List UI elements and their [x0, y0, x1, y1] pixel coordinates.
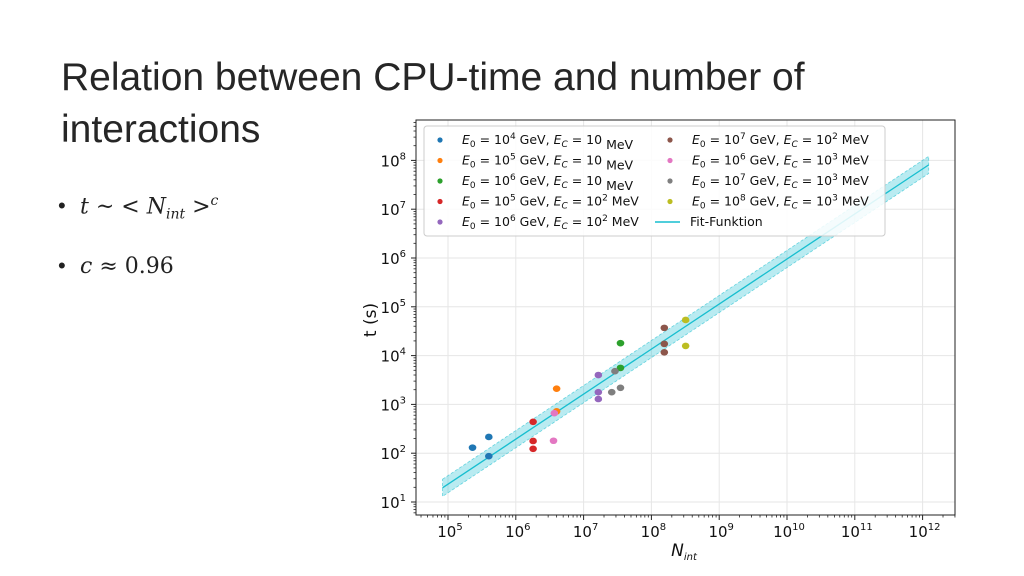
data-point-series-5 [594, 371, 603, 379]
data-point-series-5 [594, 395, 603, 403]
data-point-series-9 [681, 342, 690, 350]
data-point-series-2 [552, 385, 561, 392]
y-tick-label: 102 [381, 444, 406, 463]
x-tick-label: 106 [505, 522, 530, 541]
y-tick-label: 101 [381, 493, 406, 512]
data-point-series-9 [681, 316, 690, 324]
data-point-series-6 [660, 340, 669, 348]
math-sym: N [146, 194, 166, 220]
x-tick-label: 1012 [909, 522, 941, 541]
legend-marker-5 [437, 219, 443, 225]
x-axis-label: Nint [671, 541, 698, 563]
bullet-exponent-value: • c ≈ 0.96 [58, 253, 174, 279]
data-point-series-1 [485, 433, 493, 441]
data-point-series-8 [607, 388, 616, 396]
math-sub: int [165, 206, 186, 223]
x-tick-label: 109 [708, 522, 733, 541]
data-point-series-6 [660, 324, 669, 332]
legend-marker-2 [437, 157, 443, 164]
bullet-dot: • [58, 253, 66, 278]
y-tick-label: 108 [381, 151, 406, 170]
y-axis-label: t (s) [361, 303, 381, 337]
data-point-series-4 [529, 437, 537, 445]
y-tick-label: 104 [381, 347, 406, 366]
legend-marker-6 [667, 137, 673, 143]
x-tick-label: 107 [573, 522, 598, 541]
legend-marker-3 [437, 178, 443, 184]
data-point-series-1 [468, 444, 477, 451]
data-point-series-8 [611, 367, 619, 375]
legend-marker-9 [667, 198, 673, 205]
legend-marker-8 [667, 178, 673, 184]
legend-marker-7 [667, 157, 673, 164]
bullet-dot: • [58, 193, 66, 219]
math-var: c [80, 254, 93, 279]
legend-label-6: E0 = 107 GeV, EC = 102 MeV [692, 132, 869, 150]
slide-title: Relation between CPU-time and number of … [61, 56, 805, 151]
bullet-scaling-relation: • t ~ < Nint >c [58, 193, 218, 223]
y-tick-label: 103 [381, 395, 406, 414]
y-tick-label: 107 [381, 200, 406, 219]
legend-label-3: E0 = 106 GeV, EC = 10 MeV [462, 173, 634, 193]
legend-label-8: E0 = 107 GeV, EC = 103 MeV [692, 173, 869, 191]
y-tick-label: 105 [381, 298, 406, 317]
math-close: > [192, 194, 211, 220]
legend-label-5: E0 = 106 GeV, EC = 102 MeV [462, 214, 639, 232]
legend-box [423, 125, 886, 237]
data-point-series-3 [616, 339, 625, 347]
x-tick-label: 105 [437, 522, 462, 541]
legend-label-9: E0 = 108 GeV, EC = 103 MeV [692, 194, 869, 212]
data-point-series-1 [485, 452, 493, 460]
x-tick-label: 108 [641, 522, 666, 541]
math-sup: c [210, 193, 219, 209]
math-var: t [80, 194, 89, 220]
legend-fit-label: Fit-Funktion [690, 214, 763, 229]
legend-label-4: E0 = 105 GeV, EC = 102 MeV [462, 194, 639, 212]
y-tick-label: 106 [381, 249, 406, 268]
math-value: 0.96 [124, 254, 174, 279]
x-tick-label: 1011 [841, 522, 873, 541]
data-point-series-4 [529, 418, 537, 426]
legend-marker-1 [437, 137, 443, 143]
legend-label-1: E0 = 104 GeV, EC = 10 MeV [462, 132, 634, 152]
math-rel: ~ < [95, 194, 140, 220]
data-point-series-6 [660, 348, 669, 356]
data-point-series-7 [550, 409, 559, 417]
data-point-series-7 [549, 437, 558, 445]
data-point-series-8 [616, 384, 625, 392]
data-point-series-5 [594, 388, 603, 396]
legend-label-2: E0 = 105 GeV, EC = 10 MeV [462, 153, 634, 173]
legend-label-7: E0 = 106 GeV, EC = 103 MeV [692, 153, 869, 171]
x-tick-label: 1010 [773, 522, 805, 541]
legend-marker-4 [437, 198, 443, 205]
data-point-series-3 [616, 364, 625, 372]
math-rel: ≈ [99, 254, 118, 279]
data-point-series-4 [529, 445, 537, 453]
